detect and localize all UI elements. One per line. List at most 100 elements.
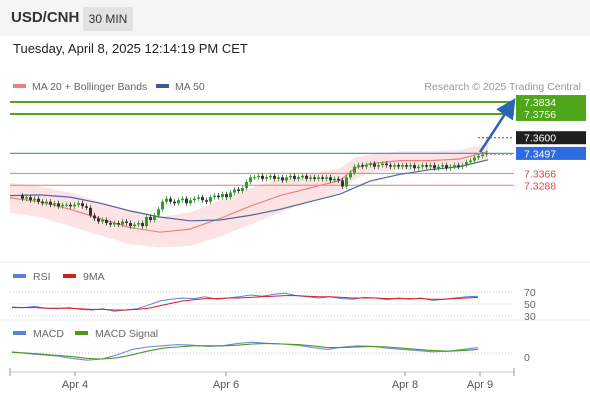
candle-body <box>233 189 236 193</box>
legend-label: 9MA <box>83 271 105 283</box>
candle-body <box>113 223 116 225</box>
candle-body <box>29 197 32 201</box>
candle-body <box>473 157 476 161</box>
candle-body <box>301 175 304 178</box>
rsi-tick-label: 70 <box>524 287 536 299</box>
watermark-text: Research © 2025 Trading Central <box>424 81 581 93</box>
candle-body <box>249 177 252 182</box>
macd-line <box>11 341 479 361</box>
candle-body <box>129 223 132 227</box>
candle-body <box>405 165 408 167</box>
candle-body <box>93 215 96 219</box>
legend-swatch <box>75 331 88 335</box>
candle-body <box>285 177 288 181</box>
candle-body <box>465 162 468 166</box>
candle-body <box>477 156 480 158</box>
candle-body <box>485 152 488 155</box>
level-label: 7.3288 <box>524 180 556 192</box>
candle-body <box>73 204 76 207</box>
candle-body <box>25 197 28 199</box>
candle-body <box>461 165 464 167</box>
level-badge-current <box>516 146 586 160</box>
level-label: 7.3366 <box>524 168 556 180</box>
candle-body <box>453 165 456 167</box>
candle-body <box>401 165 404 167</box>
candle-body <box>57 203 60 207</box>
candle-body <box>429 165 432 167</box>
level-label: 7.3600 <box>524 133 556 145</box>
candle-body <box>417 166 420 169</box>
main-price-panel: MA 20 + Bollinger Bands MA 50 Research © 2… <box>0 81 590 321</box>
candle-body <box>357 165 360 167</box>
candle-body <box>53 203 56 205</box>
candle-body <box>49 201 52 205</box>
x-tick-label: Apr 6 <box>213 379 239 391</box>
candle-body <box>413 165 416 169</box>
candle-body <box>317 177 320 179</box>
candle-body <box>105 220 108 224</box>
candle-body <box>141 223 144 227</box>
candle-body <box>341 180 344 187</box>
candle-body <box>337 178 340 181</box>
candle-body <box>37 198 40 202</box>
candle-body <box>61 204 64 207</box>
symbol-title: USD/CNH <box>11 9 80 26</box>
candle-body <box>269 175 272 178</box>
candle-body <box>253 177 256 179</box>
legend-swatch <box>13 331 26 335</box>
candle-body <box>137 223 140 225</box>
candle-body <box>245 181 248 188</box>
candle-body <box>169 198 172 202</box>
candle-body <box>293 175 296 179</box>
legend-label: MACD Signal <box>95 328 158 340</box>
candle-body <box>369 163 372 166</box>
candle-body <box>153 215 156 220</box>
candle-body <box>65 204 68 206</box>
legend-label: MA 50 <box>175 81 205 93</box>
candle-body <box>393 165 396 167</box>
forecast-arrow <box>478 98 516 153</box>
level-badge-target <box>516 107 586 121</box>
candle-body <box>125 221 128 224</box>
candle-body <box>101 220 104 222</box>
candle-body <box>241 188 244 192</box>
candle-body <box>209 197 212 202</box>
candle-body <box>313 177 316 179</box>
candle-body <box>345 177 348 187</box>
candle-body <box>325 177 328 179</box>
candle-body <box>309 177 312 179</box>
candle-body <box>33 198 36 201</box>
candle-body <box>217 195 220 198</box>
candle-body <box>161 201 164 210</box>
candle-body <box>193 198 196 201</box>
candle-body <box>425 165 428 167</box>
candle-body <box>181 198 184 201</box>
candle-body <box>289 175 292 178</box>
candle-body <box>273 175 276 179</box>
candle-body <box>81 203 84 207</box>
candle-body <box>277 177 280 179</box>
candle-body <box>121 221 124 225</box>
candle-body <box>213 195 216 198</box>
candle-body <box>45 201 48 204</box>
candle-body <box>397 165 400 167</box>
x-tick-label: Apr 4 <box>62 379 88 391</box>
candle-body <box>117 223 120 225</box>
time-axis: Apr 4 Apr 6 Apr 8 Apr 9 <box>9 368 515 391</box>
candle-body <box>353 166 356 173</box>
candle-body <box>469 160 472 163</box>
candle-body <box>261 175 264 179</box>
interval-button[interactable]: 30 MIN <box>83 7 133 31</box>
datetime-label: Tuesday, April 8, 2025 12:14:19 PM CET <box>13 41 248 56</box>
candle-body <box>409 165 412 167</box>
candle-body <box>69 204 72 207</box>
candle-body <box>237 189 240 192</box>
candle-body <box>373 163 376 167</box>
candle-body <box>457 165 460 167</box>
candle-body <box>97 218 100 222</box>
candle-body <box>41 201 44 204</box>
candle-body <box>21 195 24 199</box>
macd-tick-label: 0 <box>524 352 530 364</box>
rsi-ma-line <box>12 295 479 311</box>
